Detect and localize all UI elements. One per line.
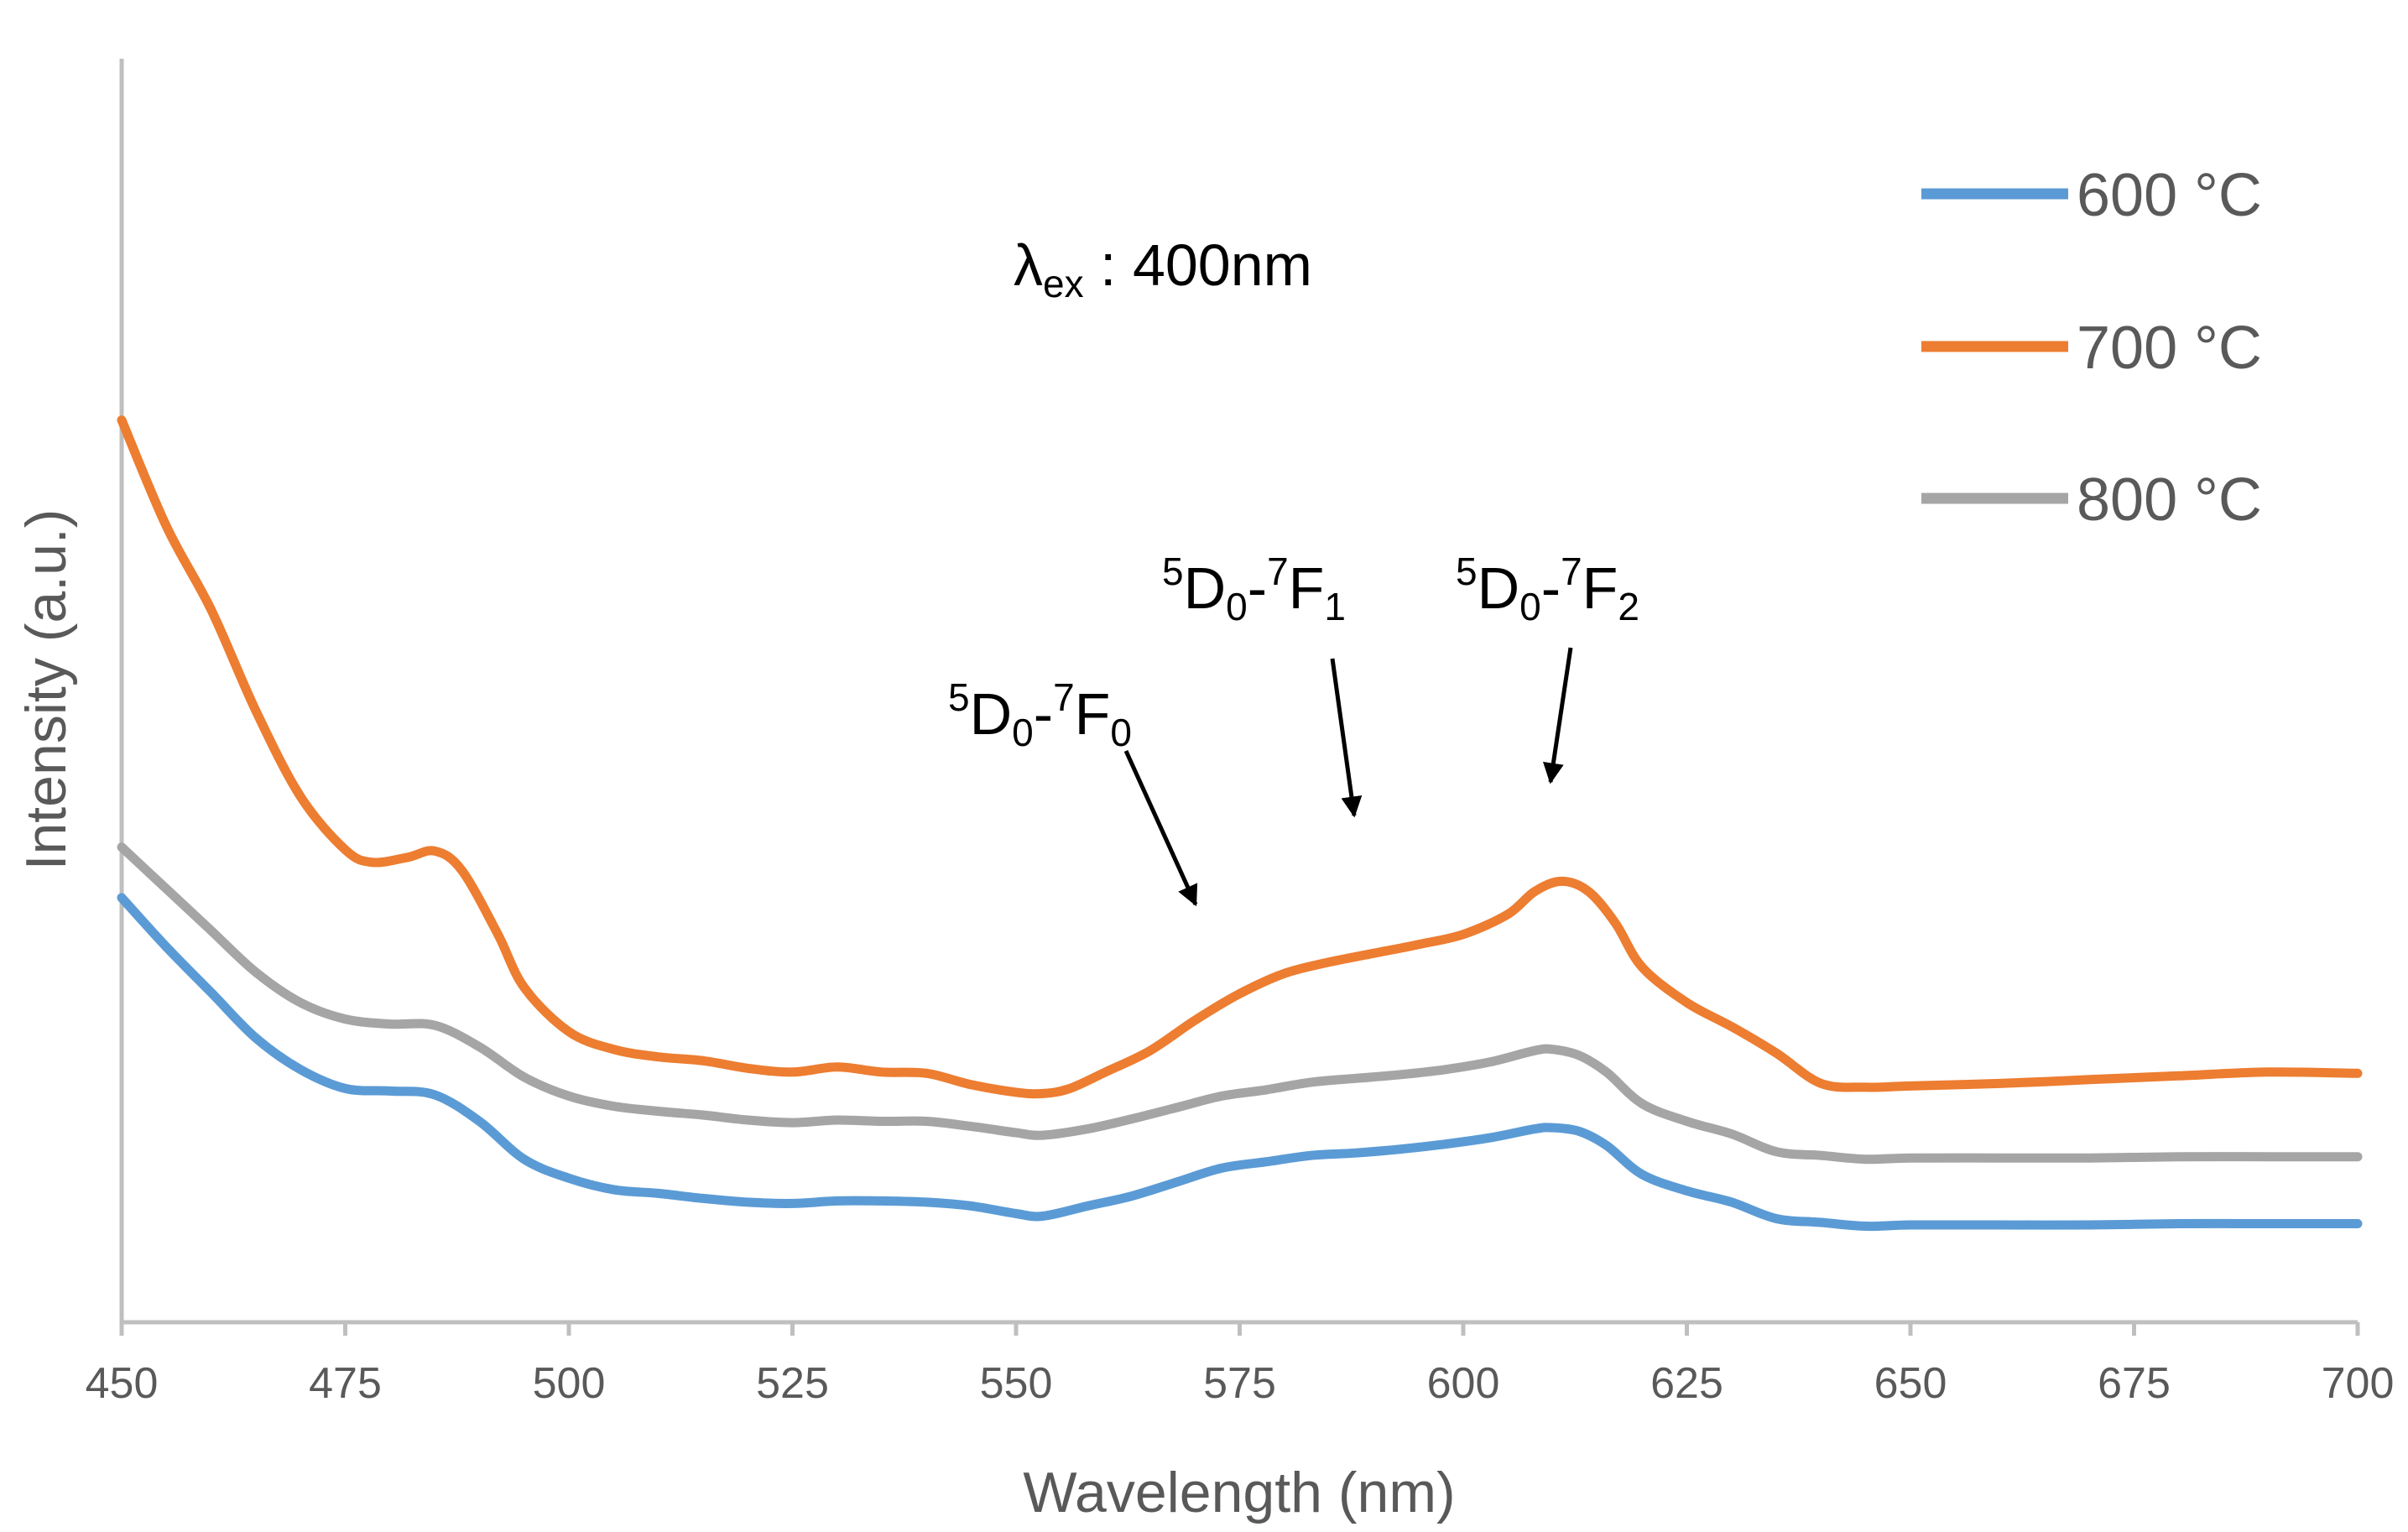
- arrow-f0: [1123, 749, 1198, 907]
- x-tick-label-700: 700: [2322, 1359, 2395, 1408]
- legend-label-700: 700 °C: [2077, 315, 2262, 382]
- x-tick-label-500: 500: [533, 1359, 606, 1408]
- series-line-700c: [117, 415, 2363, 1099]
- excitation-lambda: λ: [1014, 232, 1043, 298]
- transition-label-f2: 5D0-7F2: [1456, 550, 1639, 628]
- x-tick-label-525: 525: [756, 1359, 829, 1408]
- x-tick-marks: [119, 1322, 2360, 1336]
- x-axis-title: Wavelength (nm): [1023, 1461, 1455, 1524]
- x-tick-label-600: 600: [1427, 1359, 1500, 1408]
- x-tick-label-625: 625: [1650, 1359, 1723, 1408]
- x-tick-label-650: 650: [1874, 1359, 1947, 1408]
- series-line-600c: [117, 893, 2363, 1232]
- x-tick-label-675: 675: [2098, 1359, 2171, 1408]
- x-tick-label-550: 550: [980, 1359, 1053, 1408]
- legend-label-600: 600 °C: [2077, 162, 2262, 229]
- x-tick-label-450: 450: [86, 1359, 159, 1408]
- excitation-value: : 400nm: [1084, 232, 1312, 298]
- excitation-label: λex : 400nm: [1014, 232, 1312, 305]
- x-tick-label-475: 475: [309, 1359, 382, 1408]
- arrow-f2: [1542, 647, 1573, 784]
- transition-label-f0: 5D0-7F0: [948, 675, 1132, 754]
- legend-label-800: 800 °C: [2077, 466, 2262, 534]
- y-axis-title: Intensity (a.u.): [14, 509, 78, 871]
- legend: 600 °C 700 °C 800 °C: [1921, 162, 2262, 534]
- excitation-sub: ex: [1043, 262, 1084, 305]
- x-tick-labels: 450 475 500 525 550 575 600 625 650 675 700: [86, 1359, 2395, 1408]
- x-tick-label-575: 575: [1203, 1359, 1276, 1408]
- series-layer: [117, 415, 2363, 1232]
- series-line-800c: [117, 842, 2363, 1165]
- arrow-f1: [1330, 658, 1363, 818]
- transition-label-f1: 5D0-7F1: [1162, 550, 1346, 628]
